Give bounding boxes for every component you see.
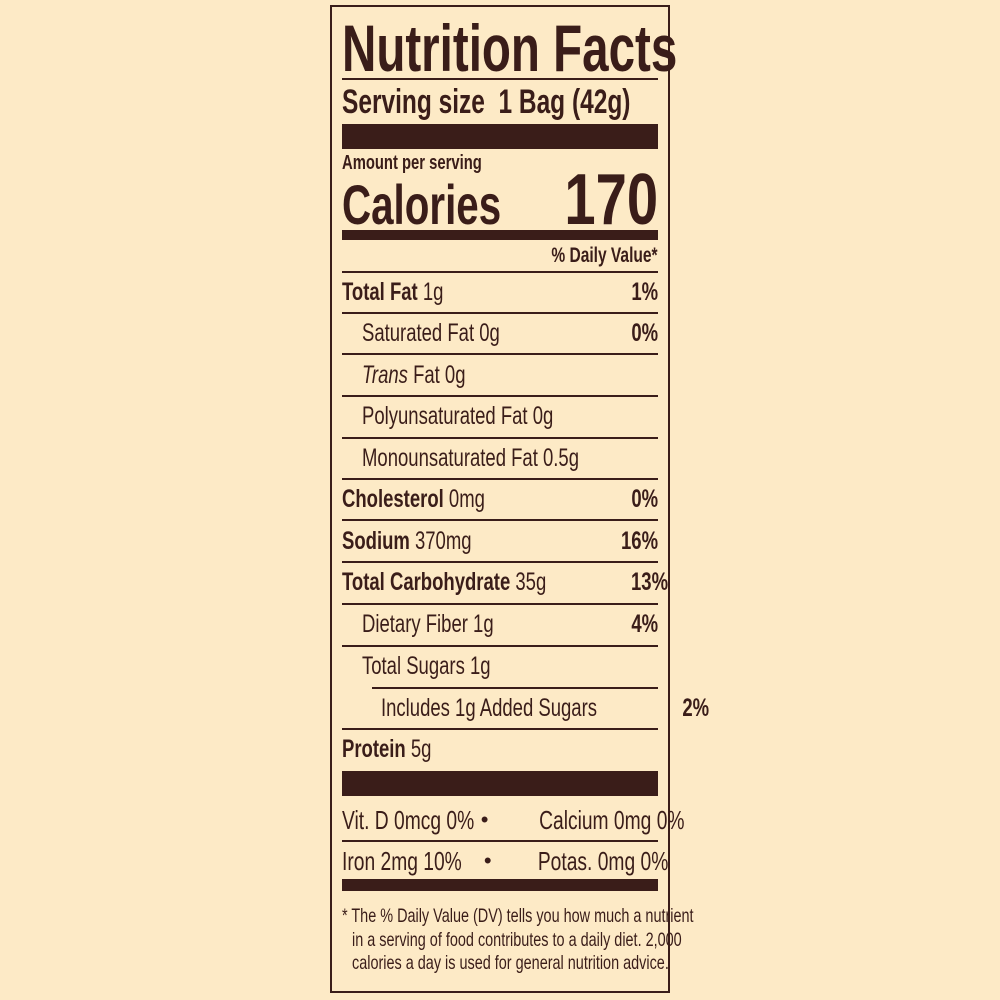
calcium: Calcium 0mg 0% xyxy=(539,804,685,835)
nutrient-name: Total Carbohydrate xyxy=(342,567,511,596)
daily-value-header-text: % Daily Value* xyxy=(551,244,658,267)
nutrient-amount: 370mg xyxy=(414,526,472,555)
calories-label: Calories xyxy=(342,173,502,236)
divider xyxy=(342,603,658,605)
nutrient-name: Total Sugars 1g xyxy=(362,651,491,680)
divider xyxy=(342,78,658,80)
nutrition-facts-label: Nutrition Facts Serving size 1 Bag (42g)… xyxy=(330,5,709,993)
vitamin-row: Iron 2mg 10% • Potas. 0mg 0% xyxy=(342,842,668,880)
thick-divider xyxy=(342,124,658,149)
vitamin-d: Vit. D 0mcg 0% xyxy=(342,804,475,835)
nutrient-dv: 0% xyxy=(631,318,658,347)
divider xyxy=(372,687,658,689)
nutrient-dv: 13% xyxy=(631,567,669,596)
nutrient-dv: 1% xyxy=(631,277,658,306)
nutrient-name: Saturated Fat 0g xyxy=(362,318,500,347)
nutrient-dv: 2% xyxy=(682,693,710,722)
footnote: * The % Daily Value (DV) tells you how m… xyxy=(342,905,694,976)
nutrient-dv: 16% xyxy=(620,526,658,555)
amount-per-serving-text: Amount per serving xyxy=(342,152,482,174)
nutrient-name: Total Fat xyxy=(342,277,418,306)
nutrient-name: Monounsaturated Fat 0.5g xyxy=(362,443,580,472)
serving-size-label: Serving size xyxy=(342,83,485,121)
nutrient-name: Fat 0g xyxy=(407,360,466,389)
nutrient-row-added-sugars: Includes 1g Added Sugars 2% xyxy=(342,688,709,728)
nutrient-row-protein: Protein 5g xyxy=(342,729,658,769)
calories-row: Calories 170 xyxy=(342,160,658,240)
nutrient-name: Includes 1g Added Sugars xyxy=(381,693,597,722)
title-text: Nutrition Facts xyxy=(342,11,678,85)
nutrient-row-total-carbohydrate: Total Carbohydrate 35g 13% xyxy=(342,562,668,602)
serving-size-value: 1 Bag (42g) xyxy=(498,83,631,121)
nutrient-name-italic: Trans xyxy=(362,360,408,389)
nutrient-amount: 35g xyxy=(515,567,547,596)
nutrient-row-dietary-fiber: Dietary Fiber 1g 4% xyxy=(342,604,658,644)
nutrient-row-total-sugars: Total Sugars 1g xyxy=(342,646,658,686)
daily-value-header: % Daily Value* xyxy=(342,244,658,268)
nutrient-amount: 1g xyxy=(422,277,444,306)
nutrient-row-polyunsaturated-fat: Polyunsaturated Fat 0g xyxy=(342,396,658,436)
bullet-separator: • xyxy=(480,807,489,832)
nutrient-name: Dietary Fiber 1g xyxy=(362,609,494,638)
nutrient-name: Polyunsaturated Fat 0g xyxy=(362,401,554,430)
nutrient-row-sodium: Sodium 370mg 16% xyxy=(342,521,658,561)
nutrient-dv: 4% xyxy=(631,609,658,638)
nutrient-row-trans-fat: Trans Fat 0g xyxy=(342,355,658,395)
label-title: Nutrition Facts xyxy=(342,15,677,81)
divider xyxy=(342,728,658,730)
divider xyxy=(342,561,658,563)
divider xyxy=(342,519,658,521)
potassium: Potas. 0mg 0% xyxy=(537,845,668,876)
thick-divider xyxy=(342,771,658,796)
bullet-separator: • xyxy=(483,848,492,873)
divider xyxy=(342,312,658,314)
footnote-line: calories a day is used for general nutri… xyxy=(352,952,669,974)
nutrient-name: Cholesterol xyxy=(342,484,444,513)
medium-divider xyxy=(342,879,658,891)
divider xyxy=(342,645,658,647)
nutrient-amount: 0mg xyxy=(448,484,485,513)
divider xyxy=(342,353,658,355)
footnote-line: * The % Daily Value (DV) tells you how m… xyxy=(342,905,694,927)
nutrient-name: Protein xyxy=(342,734,406,763)
serving-size: Serving size 1 Bag (42g) xyxy=(342,83,658,121)
nutrient-dv: 0% xyxy=(631,484,658,513)
footnote-line: in a serving of food contributes to a da… xyxy=(352,928,682,951)
iron: Iron 2mg 10% xyxy=(342,845,462,876)
divider xyxy=(342,478,658,480)
nutrient-row-monounsaturated-fat: Monounsaturated Fat 0.5g xyxy=(342,438,658,478)
medium-divider xyxy=(342,230,658,240)
nutrient-row-cholesterol: Cholesterol 0mg 0% xyxy=(342,479,658,519)
divider xyxy=(342,395,658,397)
divider xyxy=(342,437,658,439)
nutrient-row-saturated-fat: Saturated Fat 0g 0% xyxy=(342,313,658,353)
divider xyxy=(342,840,658,842)
amount-per-serving: Amount per serving xyxy=(342,152,658,174)
calories-value: 170 xyxy=(564,160,658,240)
nutrient-name: Sodium xyxy=(342,526,410,555)
nutrient-amount: 5g xyxy=(410,734,432,763)
vitamin-row: Vit. D 0mcg 0% • Calcium 0mg 0% xyxy=(342,801,685,839)
divider xyxy=(342,271,658,273)
nutrient-row-total-fat: Total Fat 1g 1% xyxy=(342,272,658,312)
